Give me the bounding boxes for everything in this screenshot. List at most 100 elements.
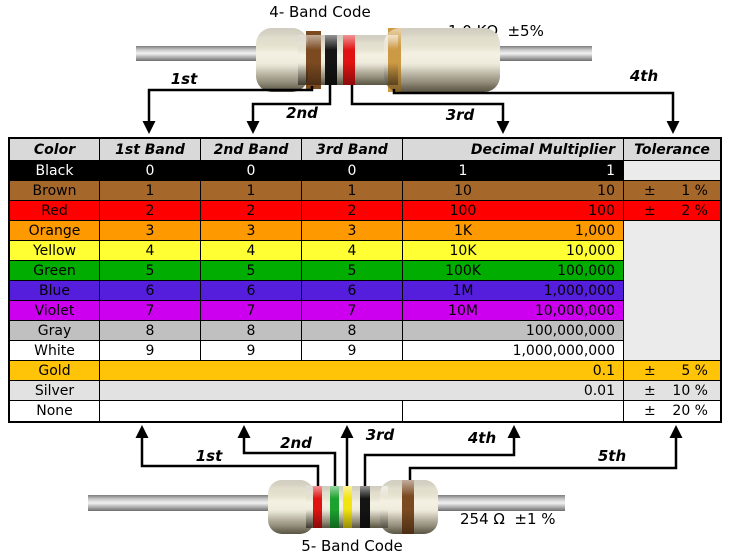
- table-row-yellow: Yellow 4 4 4 10K 10,000: [10, 241, 720, 261]
- multiplier-value: 1: [606, 162, 615, 179]
- tolerance-value: 5 %: [681, 362, 708, 379]
- color-name-cell: Black: [10, 161, 100, 181]
- band-digit-cell: 4: [100, 241, 201, 261]
- color-name-cell: Violet: [10, 301, 100, 321]
- color-name-cell: Red: [10, 201, 100, 221]
- band-digit-cell: 6: [302, 281, 403, 301]
- multiplier-value: 100: [588, 202, 615, 219]
- multiplier-value: 100,000: [557, 262, 615, 279]
- header-decimal-multiplier: Decimal Multiplier: [403, 139, 624, 161]
- body-shading: [256, 28, 500, 92]
- tolerance-sign: ±: [644, 182, 656, 199]
- arrow-4th: [392, 89, 675, 122]
- multiplier-cell: 100K 100,000: [403, 261, 624, 281]
- color-name-cell: Brown: [10, 181, 100, 201]
- band-digit-cell: 9: [201, 341, 302, 361]
- band-digit-cell: 2: [201, 201, 302, 221]
- multiplier-prefix: 1K: [453, 222, 473, 239]
- pointer-arrows: [147, 85, 675, 122]
- header-tolerance: Tolerance: [624, 139, 720, 161]
- color-name-cell: Gold: [10, 361, 100, 381]
- tolerance-cell: [624, 321, 720, 341]
- band-digit-cell: 5: [201, 261, 302, 281]
- multiplier-value: 10: [597, 182, 615, 199]
- table-row-black: Black 0 0 0 1 1: [10, 161, 720, 181]
- band-digit-cell: 8: [302, 321, 403, 341]
- tolerance-sign: ±: [644, 202, 656, 219]
- table-body: Black 0 0 0 1 1 Brown 1 1 1 10 10 ±1 % Red 2 2 2 100 100 ±2…: [10, 161, 720, 421]
- table-row-blue: Blue 6 6 6 1M 1,000,000: [10, 281, 720, 301]
- multiplier-prefix: 1M: [452, 282, 474, 299]
- tolerance-cell: ±1 %: [624, 181, 720, 201]
- band-digit-cell: 3: [100, 221, 201, 241]
- band-digit-cell: 7: [201, 301, 302, 321]
- multiplier-cell: 1K 1,000: [403, 221, 624, 241]
- multiplier-value: 1,000,000: [543, 282, 615, 299]
- band-digit-cell: 7: [302, 301, 403, 321]
- multiplier-cell: 100 100: [403, 201, 624, 221]
- five-band-title: 5- Band Code: [301, 537, 403, 555]
- multiplier-prefix: 10M: [448, 302, 478, 319]
- band-digit-cell: 8: [201, 321, 302, 341]
- multiplier-prefix: 100K: [445, 262, 481, 279]
- tolerance-value: 2 %: [681, 202, 708, 219]
- empty-bands-cell: [100, 401, 403, 421]
- table-header-row: Color 1st Band 2nd Band 3rd Band Decimal…: [10, 139, 720, 161]
- arrow-2nd: [251, 85, 332, 122]
- arrow-label-2nd-bottom: 2nd: [280, 434, 312, 452]
- multiplier-value: 100,000,000: [525, 322, 615, 339]
- table-row-silver: Silver 0.01 ±10 %: [10, 381, 720, 401]
- arrow-label-3rd-top: 3rd: [445, 106, 475, 124]
- multiplier-prefix: 10K: [449, 242, 477, 259]
- header-1st-band: 1st Band: [100, 139, 201, 161]
- color-name-cell: Gray: [10, 321, 100, 341]
- band-digit-cell: 3: [201, 221, 302, 241]
- multiplier-prefix: 100: [449, 202, 477, 219]
- arrow-label-1st-top: 1st: [170, 70, 198, 88]
- band-digit-cell: 9: [100, 341, 201, 361]
- table-row-gold: Gold 0.1 ±5 %: [10, 361, 720, 381]
- table-row-white: White 9 9 9 1,000,000,000: [10, 341, 720, 361]
- tolerance-cell: [624, 261, 720, 281]
- band-digit-cell: 5: [100, 261, 201, 281]
- multiplier-cell: 10M 10,000,000: [403, 301, 624, 321]
- five-band-value-label: 254 Ω ±1 %: [460, 510, 556, 528]
- arrow-label-4th-top: 4th: [629, 67, 659, 85]
- multiplier-value: 10,000,000: [534, 302, 615, 319]
- table-row-violet: Violet 7 7 7 10M 10,000,000: [10, 301, 720, 321]
- tolerance-sign: ±: [644, 362, 656, 379]
- color-code-table: Color 1st Band 2nd Band 3rd Band Decimal…: [8, 137, 722, 423]
- multiplier-cell: 1M 1,000,000: [403, 281, 624, 301]
- tolerance-cell: [624, 281, 720, 301]
- tolerance-cell: [624, 341, 720, 361]
- header-color: Color: [10, 139, 100, 161]
- color-name-cell: Silver: [10, 381, 100, 401]
- table-row-brown: Brown 1 1 1 10 10 ±1 %: [10, 181, 720, 201]
- arrowheads: [142, 121, 680, 134]
- band-digit-cell: 1: [302, 181, 403, 201]
- table-row-red: Red 2 2 2 100 100 ±2 %: [10, 201, 720, 221]
- arrow-2nd: [242, 438, 337, 490]
- tolerance-cell: [624, 241, 720, 261]
- header-3rd-band: 3rd Band: [302, 139, 403, 161]
- multiplier-cell: 100,000,000: [403, 321, 624, 341]
- multiplier-value: 1,000,000,000: [512, 342, 615, 359]
- band-digit-cell: 2: [302, 201, 403, 221]
- table-row-none: None ±20 %: [10, 401, 720, 421]
- header-2nd-band: 2nd Band: [201, 139, 302, 161]
- tolerance-value: 20 %: [672, 403, 708, 419]
- multiplier-cell: 10K 10,000: [403, 241, 624, 261]
- table-row-green: Green 5 5 5 100K 100,000: [10, 261, 720, 281]
- tolerance-cell: ±20 %: [624, 401, 720, 421]
- color-name-cell: White: [10, 341, 100, 361]
- tolerance-sign: ±: [644, 403, 656, 419]
- color-name-cell: Yellow: [10, 241, 100, 261]
- tolerance-sign: ±: [644, 382, 656, 399]
- band-digit-cell: 6: [100, 281, 201, 301]
- band-digit-cell: 0: [100, 161, 201, 181]
- tolerance-value: 1 %: [681, 182, 708, 199]
- band-digit-cell: 1: [100, 181, 201, 201]
- arrow-4th: [363, 438, 516, 490]
